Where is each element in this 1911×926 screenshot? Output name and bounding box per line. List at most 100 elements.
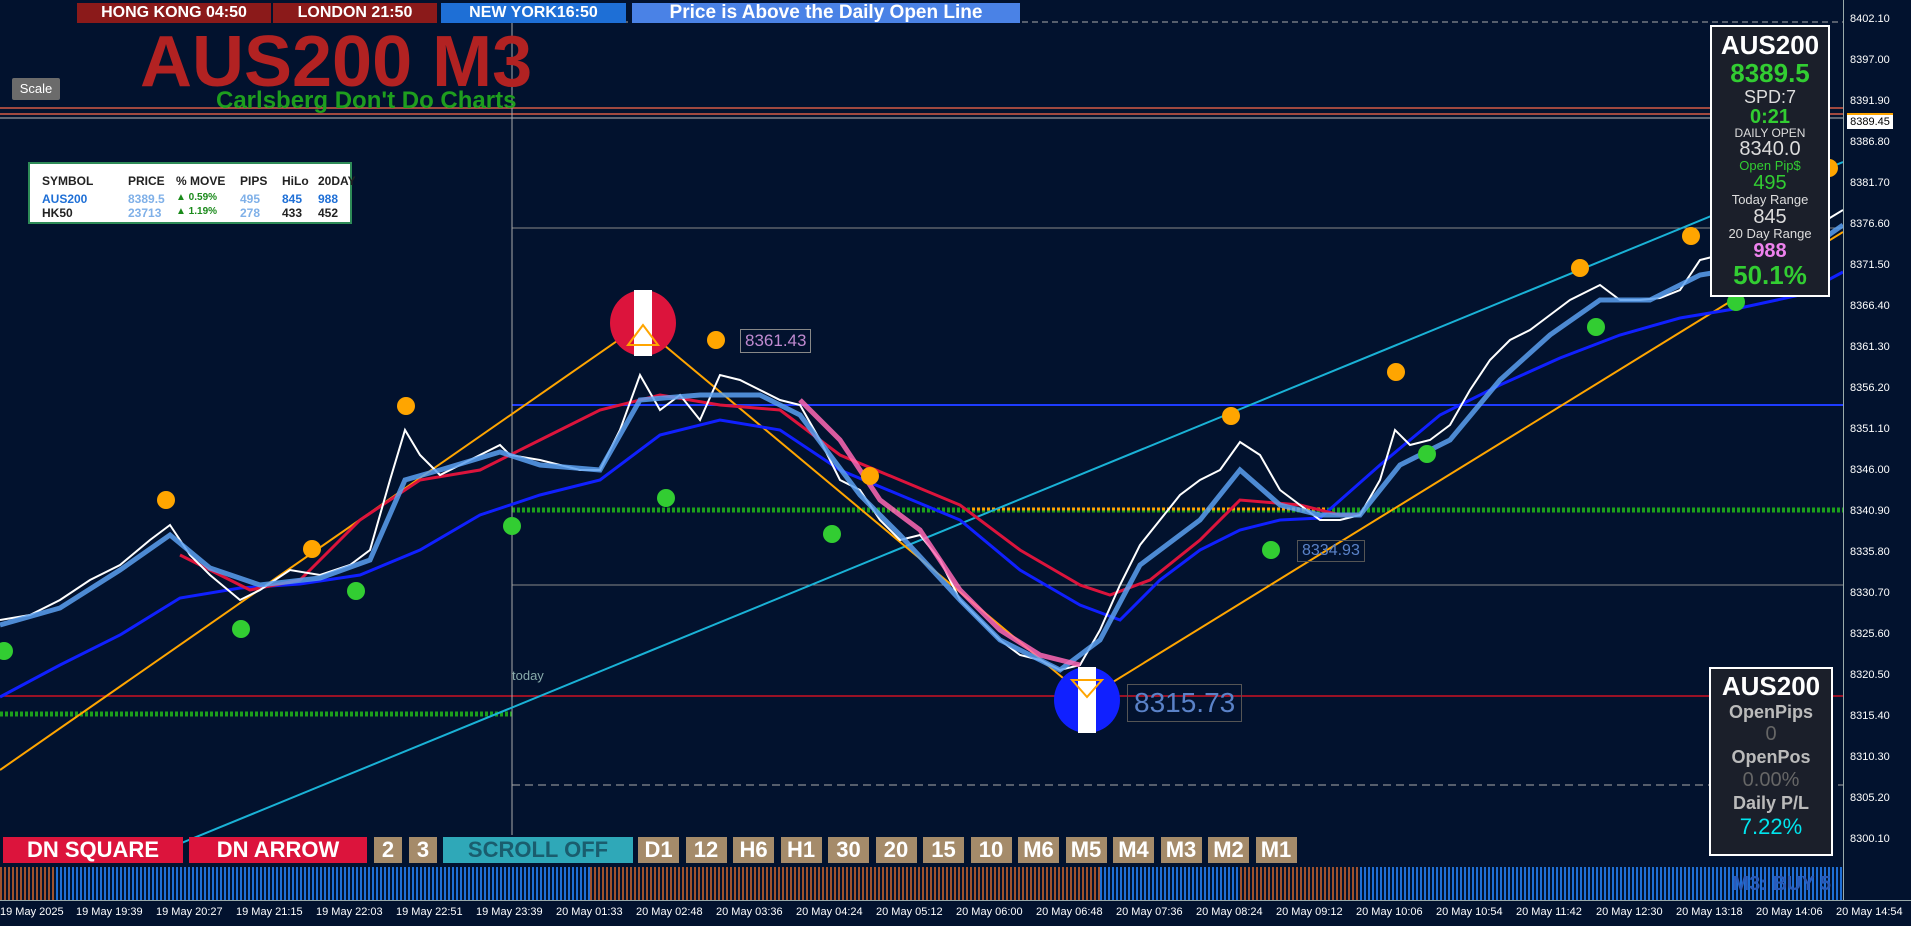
info-open-pips: 495: [1753, 172, 1787, 194]
price-tick: 8325.60: [1850, 628, 1890, 640]
light-blue-band: [0, 222, 1843, 673]
row-aus200-hilo: 845: [282, 192, 303, 206]
button-2[interactable]: 2: [374, 837, 402, 863]
time-tick: 20 May 03:36: [716, 906, 783, 918]
row-aus200-pips: 495: [240, 192, 261, 206]
timeframe-button-20[interactable]: 20: [875, 837, 917, 863]
timeframe-button-m1[interactable]: M1: [1255, 837, 1297, 863]
dn-square-button[interactable]: DN SQUARE: [3, 837, 183, 863]
high-marker-stripe: [634, 290, 652, 356]
session-hong-kong: HONG KONG 04:50: [77, 3, 271, 23]
time-tick: 20 May 02:48: [636, 906, 703, 918]
orange-upper-trend: [1086, 231, 1843, 699]
time-tick: 19 May 19:39: [76, 906, 143, 918]
price-tick: 8361.30: [1850, 341, 1890, 353]
price-tick: 8376.60: [1850, 218, 1890, 230]
pos-open-pips-label: OpenPips: [1728, 702, 1813, 722]
price-tick: 8346.00: [1850, 464, 1890, 476]
price-tick: 8371.50: [1850, 259, 1890, 271]
timeframe-button-m6[interactable]: M6: [1018, 837, 1059, 863]
timeframe-button-h6[interactable]: H6: [733, 837, 774, 863]
row-hk50-pips: 278: [240, 206, 261, 220]
position-panel: AUS200 OpenPips 0 OpenPos 0.00% Daily P/…: [1709, 667, 1833, 856]
button-3[interactable]: 3: [409, 837, 437, 863]
info-price: 8389.5: [1730, 58, 1810, 88]
timeframe-button-10[interactable]: 10: [970, 837, 1012, 863]
cyan-trend-line: [139, 161, 1843, 861]
time-tick: 20 May 13:18: [1676, 906, 1743, 918]
time-tick: 20 May 05:12: [876, 906, 943, 918]
time-tick: 19 May 22:03: [316, 906, 383, 918]
signal-strip-red-2: [590, 867, 1100, 900]
time-tick: 20 May 07:36: [1116, 906, 1183, 918]
price-tick: 8315.40: [1850, 710, 1890, 722]
pos-daily-pl-label: Daily P/L: [1732, 793, 1810, 813]
price-tick: 8305.20: [1850, 792, 1890, 804]
info-timer: 0:21: [1749, 106, 1791, 128]
scroll-toggle-button[interactable]: SCROLL OFF: [443, 837, 633, 863]
info-panel: AUS200 8389.5 SPD:7 0:21 DAILY OPEN 8340…: [1710, 25, 1830, 297]
timeframe-button-15[interactable]: 15: [923, 837, 964, 863]
price-tick: 8335.80: [1850, 546, 1890, 558]
signal-text: M3: BUY 5: [1732, 873, 1831, 895]
high-diamond: [626, 323, 660, 346]
col-header-price: PRICE: [128, 174, 165, 188]
timeframe-button-d1[interactable]: D1: [638, 837, 679, 863]
dn-arrow-button[interactable]: DN ARROW: [189, 837, 367, 863]
col-header-symbol: SYMBOL: [42, 174, 94, 188]
pos-symbol: AUS200: [1721, 671, 1821, 701]
price-status-banner: Price is Above the Daily Open Line: [632, 3, 1020, 23]
timeframe-button-m5[interactable]: M5: [1065, 837, 1107, 863]
time-tick: 20 May 11:42: [1516, 906, 1582, 918]
price-tick: 8397.00: [1850, 54, 1890, 66]
row-aus200-move: ▲ 0.59%: [176, 192, 218, 203]
time-axis[interactable]: 19 May 2025 19 May 19:39 19 May 20:27 19 Ma…: [0, 900, 1911, 926]
timeframe-button-h1[interactable]: H1: [780, 837, 822, 863]
time-tick: 20 May 08:24: [1196, 906, 1263, 918]
time-tick: 20 May 14:06: [1756, 906, 1823, 918]
timeframe-button-m4[interactable]: M4: [1113, 837, 1154, 863]
price-axis[interactable]: 8402.10 8397.00 8391.90 8386.80 8381.70 8376.…: [1843, 0, 1911, 900]
time-tick: 20 May 10:06: [1356, 906, 1423, 918]
price-chart: [0, 20, 1843, 861]
timeframe-button-30[interactable]: 30: [828, 837, 869, 863]
price-tick: 8402.10: [1850, 13, 1890, 25]
col-header-hilo: HiLo: [282, 174, 309, 188]
low-price-label: 8315.73: [1127, 684, 1243, 722]
time-tick: 20 May 09:12: [1276, 906, 1343, 918]
info-spread: SPD:7: [1743, 87, 1797, 107]
chart-subtitle: Carlsberg Don't Do Charts: [216, 87, 517, 114]
price-tick: 8340.90: [1850, 505, 1890, 517]
time-tick: 19 May 22:51: [396, 906, 463, 918]
row-hk50-move: ▲ 1.19%: [176, 206, 218, 217]
time-tick: 20 May 10:54: [1436, 906, 1503, 918]
price-tick: 8356.20: [1850, 382, 1890, 394]
info-daily-open-label: DAILY OPEN: [1734, 126, 1806, 140]
col-header-20day: 20DAY: [318, 174, 356, 188]
row-aus200-symbol[interactable]: AUS200: [42, 192, 88, 206]
current-price-tag: 8389.45: [1847, 113, 1893, 129]
symbol-table: SYMBOL PRICE % MOVE PIPS HiLo 20DAY AUS2…: [28, 162, 356, 224]
info-daily-open: 8340.0: [1739, 138, 1801, 160]
price-tick: 8300.10: [1850, 833, 1890, 845]
signal-strip-red-3: [1240, 867, 1360, 900]
time-tick: 20 May 04:24: [796, 906, 863, 918]
timeframe-button-m2[interactable]: M2: [1208, 837, 1249, 863]
time-tick: 20 May 12:30: [1596, 906, 1663, 918]
time-tick: 20 May 14:54: [1836, 906, 1903, 918]
timeframe-button-12[interactable]: 12: [685, 837, 727, 863]
row-hk50-price: 23713: [128, 206, 162, 220]
col-header-move: % MOVE: [176, 174, 226, 188]
price-tick: 8330.70: [1850, 587, 1890, 599]
row-hk50-hilo: 433: [282, 206, 303, 220]
price-tick: 8381.70: [1850, 177, 1890, 189]
row-hk50-symbol[interactable]: HK50: [42, 206, 73, 220]
chart-area[interactable]: 8361.43 8334.93 8315.73 today AUS200 M3 …: [0, 0, 1843, 900]
timeframe-button-m3[interactable]: M3: [1160, 837, 1202, 863]
price-tick: 8351.10: [1850, 423, 1890, 435]
info-today-range-label: Today Range: [1731, 192, 1809, 207]
time-tick: 19 May 2025: [0, 906, 64, 918]
row-aus200-20day: 988: [318, 192, 339, 206]
pos-open-pips: 0: [1765, 723, 1777, 745]
scale-button[interactable]: Scale: [12, 78, 60, 100]
